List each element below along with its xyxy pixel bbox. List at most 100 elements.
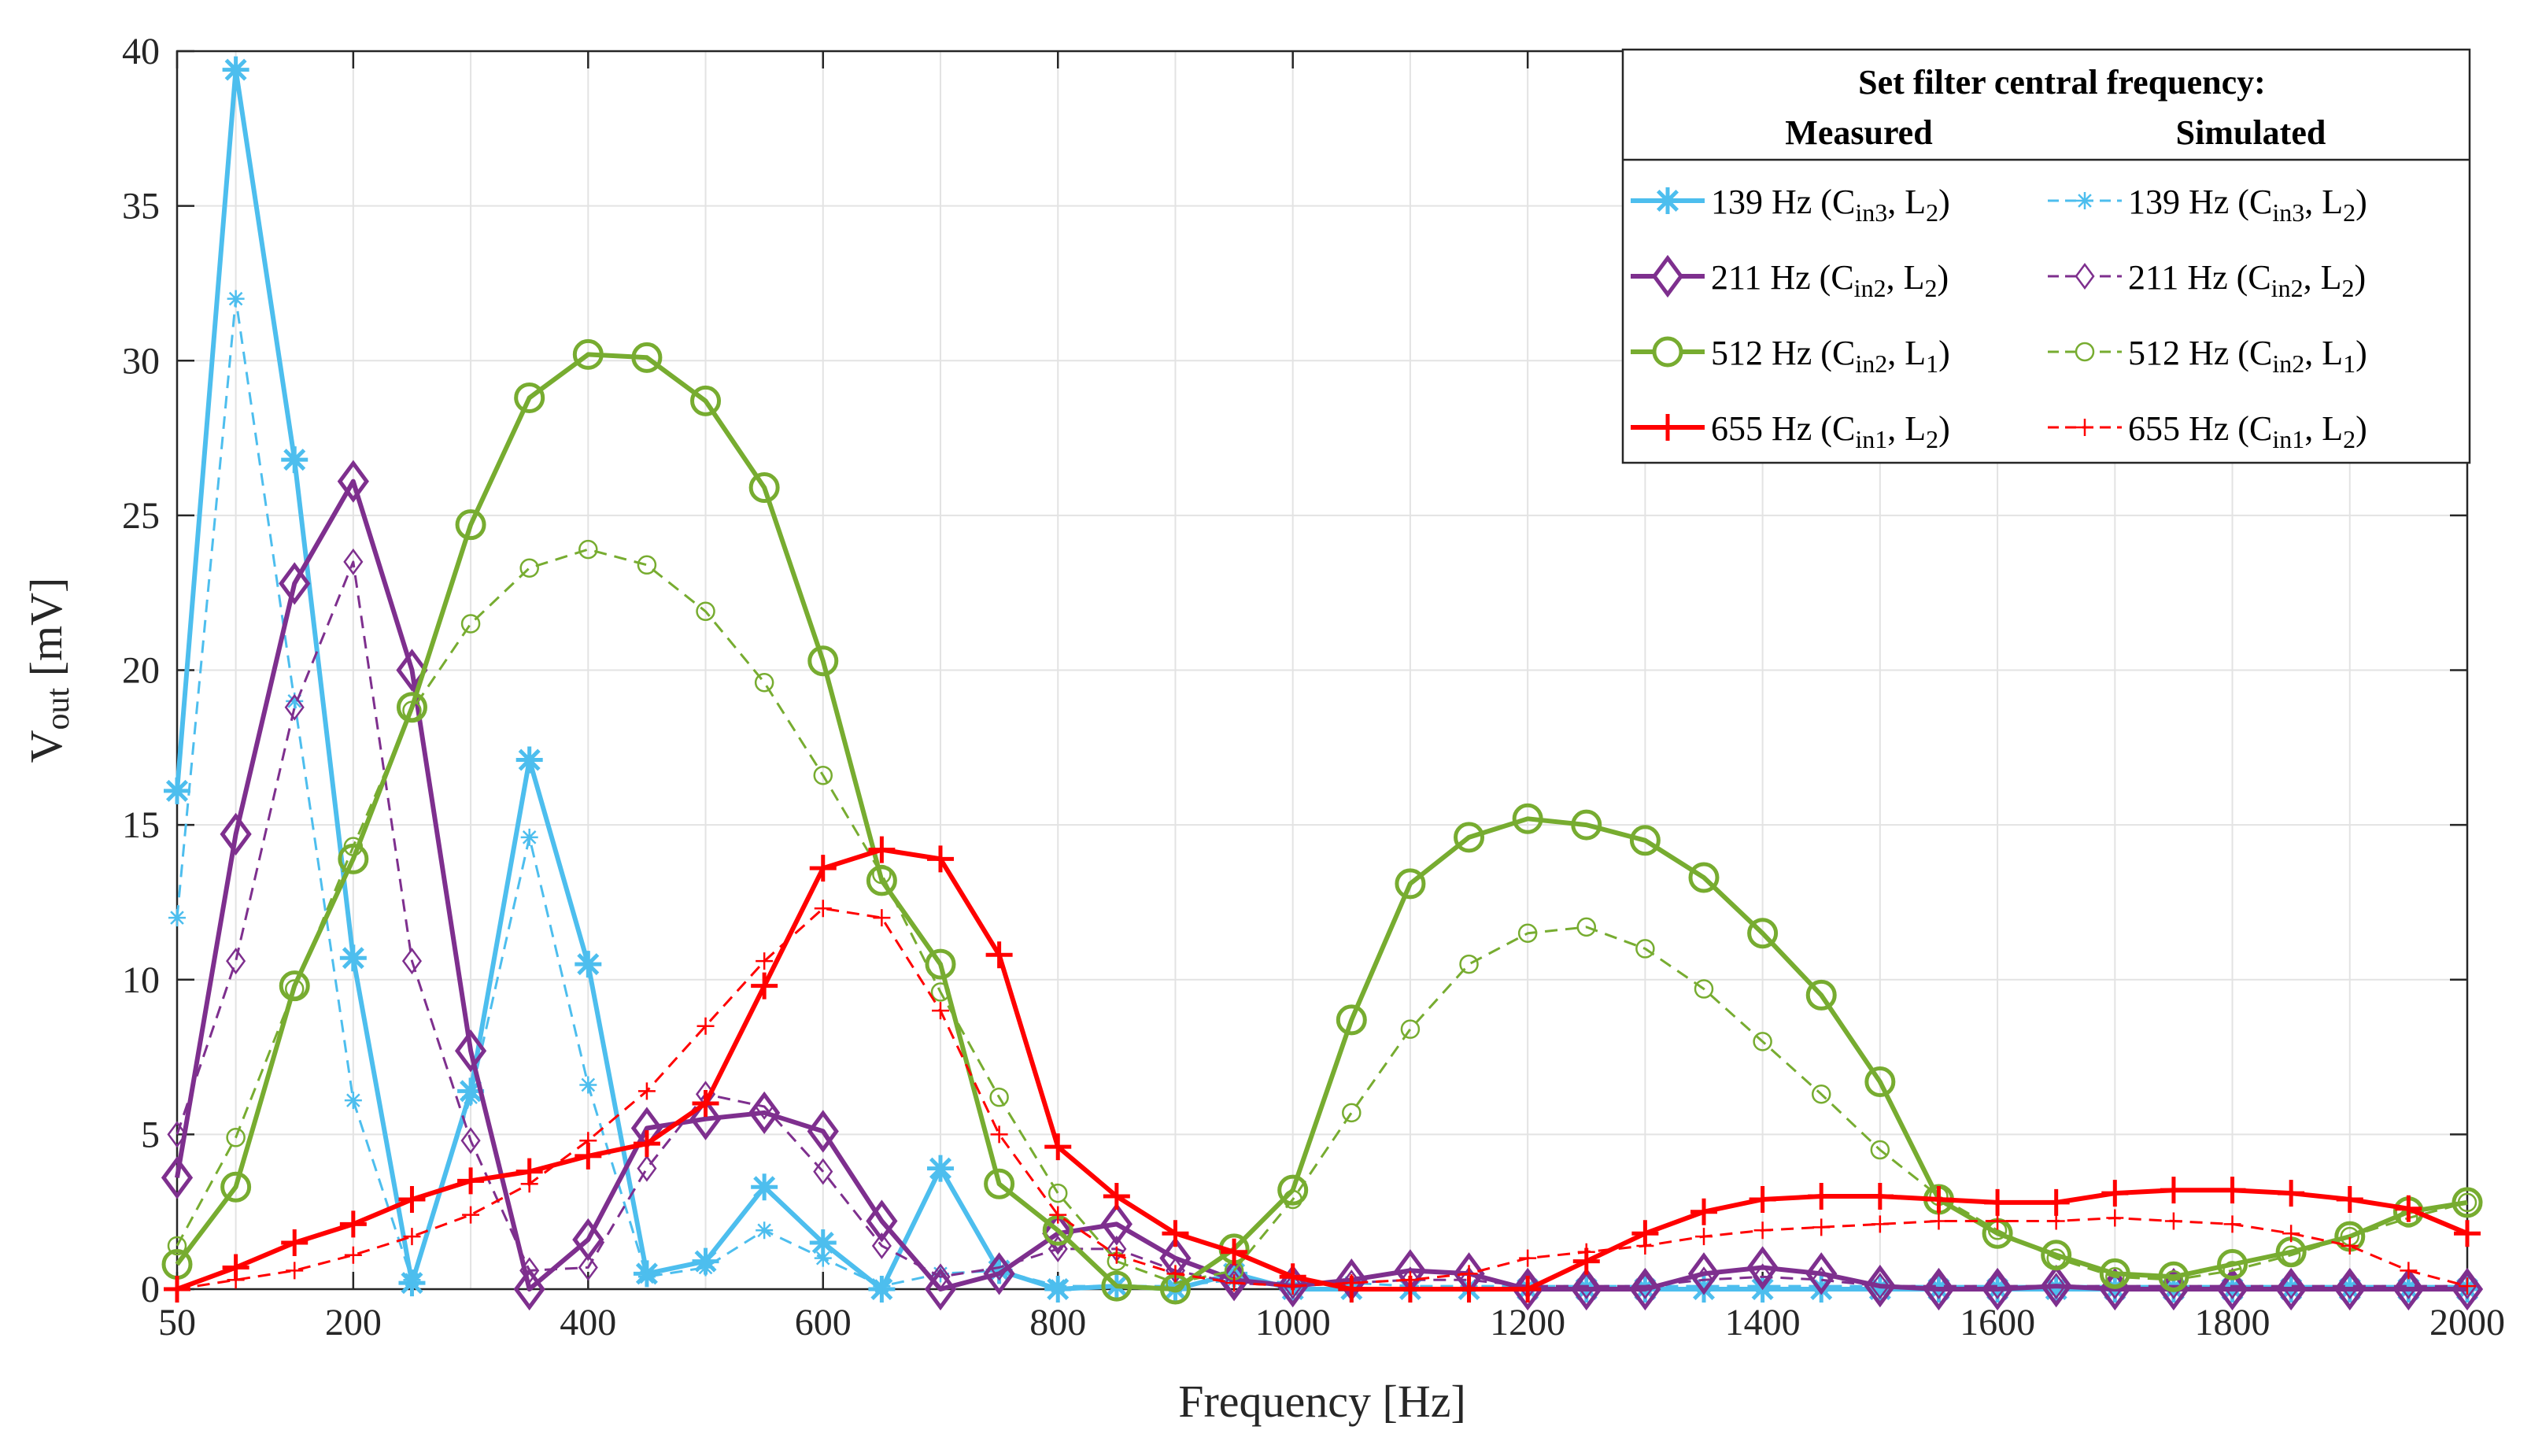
legend-label-part: 512 Hz (C (1711, 334, 1855, 372)
data-point (1283, 1189, 1302, 1210)
data-point (1987, 1273, 2008, 1300)
data-point (343, 837, 364, 856)
data-point (633, 1130, 660, 1158)
data-point (1694, 979, 1714, 999)
data-point (2160, 1177, 2187, 1204)
legend-label-part: , L (2304, 183, 2343, 221)
legend-col-measured: Measured (1785, 113, 1932, 152)
plot-series (161, 56, 2484, 1311)
data-point (2163, 1269, 2184, 1290)
y-axis-label-unit: [mV] (20, 578, 72, 688)
data-point (637, 1082, 656, 1100)
data-point (756, 1221, 774, 1240)
legend-label-part: 211 Hz (C (1711, 258, 1854, 297)
data-point (457, 1167, 485, 1195)
data-point (1576, 1273, 1597, 1300)
data-point (1042, 1212, 1074, 1255)
legend-swatch-marker (1652, 336, 1683, 368)
data-point (2222, 1273, 2243, 1300)
legend-label-part: , L (2304, 334, 2343, 372)
legend-label: 211 Hz (Cin2, L2) (1711, 258, 1949, 302)
data-point (2099, 1258, 2130, 1289)
data-point (1753, 1263, 1773, 1291)
series-line (175, 352, 2468, 1292)
data-point (513, 1267, 545, 1311)
data-point (2457, 1273, 2477, 1300)
y-tick-label: 40 (122, 31, 160, 72)
y-tick-label: 0 (141, 1269, 160, 1310)
legend-label-part: in1 (2272, 425, 2304, 453)
data-point (2216, 1267, 2248, 1311)
data-point (754, 672, 774, 693)
data-point (1981, 1267, 2014, 1311)
x-tick-label: 50 (158, 1302, 196, 1343)
legend-label-part: 2 (2343, 425, 2355, 453)
data-point (2459, 1277, 2476, 1295)
legend-label-part: , L (1887, 334, 1926, 372)
y-tick-label: 15 (122, 804, 160, 846)
data-point (519, 558, 539, 578)
data-point (985, 941, 1013, 969)
data-point (226, 1128, 246, 1147)
data-point (403, 1271, 421, 1289)
data-point (1629, 1267, 1661, 1311)
data-point (455, 509, 486, 541)
data-point (990, 1125, 1008, 1144)
legend-label-part: 1 (1926, 349, 1938, 378)
y-axis-label-sub: out (40, 687, 76, 730)
data-point (1753, 1032, 1772, 1051)
legend-box (1621, 48, 2471, 464)
data-point (460, 614, 481, 634)
x-tick-label: 400 (560, 1302, 616, 1343)
data-point (572, 1218, 604, 1262)
data-point (2392, 1267, 2425, 1311)
data-point (696, 1258, 715, 1277)
data-point (1284, 1277, 1302, 1295)
data-point (1460, 1265, 1478, 1283)
data-point (2281, 1245, 2301, 1265)
legend-swatch-marker (1654, 187, 1681, 214)
y-axis-label: Vout [mV] (20, 578, 76, 763)
data-point (579, 1076, 597, 1094)
data-point (220, 812, 252, 856)
legend-entry-simulated: 211 Hz (Cin2, L2) (2048, 258, 2366, 302)
data-point (1577, 1243, 1595, 1261)
data-point (519, 1257, 540, 1284)
data-point (403, 1228, 421, 1246)
legend-title: Set filter central frequency: (1858, 63, 2266, 102)
data-point (1866, 1183, 1894, 1210)
legend-label: 139 Hz (Cin3, L2) (1711, 183, 1950, 227)
data-point (2041, 1240, 2072, 1271)
data-point (2106, 1209, 2124, 1227)
data-point (167, 1236, 187, 1256)
legend-entry-simulated: 655 Hz (Cin1, L2) (2048, 409, 2367, 453)
data-point (1749, 1185, 1776, 1213)
legend-label: 211 Hz (Cin2, L2) (2128, 258, 2366, 302)
data-point (1049, 1206, 1067, 1224)
data-point (1925, 1185, 1953, 1213)
data-point (631, 342, 663, 373)
data-point (398, 1185, 426, 1213)
legend-swatch-marker (1654, 414, 1681, 441)
data-point (1629, 825, 1661, 856)
data-point (2223, 1215, 2241, 1233)
data-point (807, 645, 839, 677)
data-point (873, 1277, 891, 1295)
legend-label-part: , L (2304, 409, 2343, 448)
x-tick-label: 600 (795, 1302, 852, 1343)
data-point (462, 1206, 480, 1224)
data-point (2282, 1277, 2300, 1295)
data-point (1224, 1269, 1244, 1297)
data-point (989, 1254, 1010, 1281)
data-point (2336, 1185, 2363, 1213)
legend-label-part: ) (2355, 409, 2367, 448)
data-point (924, 1267, 957, 1311)
data-point (814, 1249, 832, 1267)
legend-label-part: ) (1938, 409, 1950, 448)
legend-label-part: 2 (2343, 198, 2355, 227)
data-point (1812, 1277, 1831, 1295)
data-point (1984, 1188, 2012, 1216)
data-point (2105, 1267, 2125, 1287)
data-point (989, 1087, 1009, 1107)
legend-label-part: 655 Hz (C (1711, 409, 1855, 448)
